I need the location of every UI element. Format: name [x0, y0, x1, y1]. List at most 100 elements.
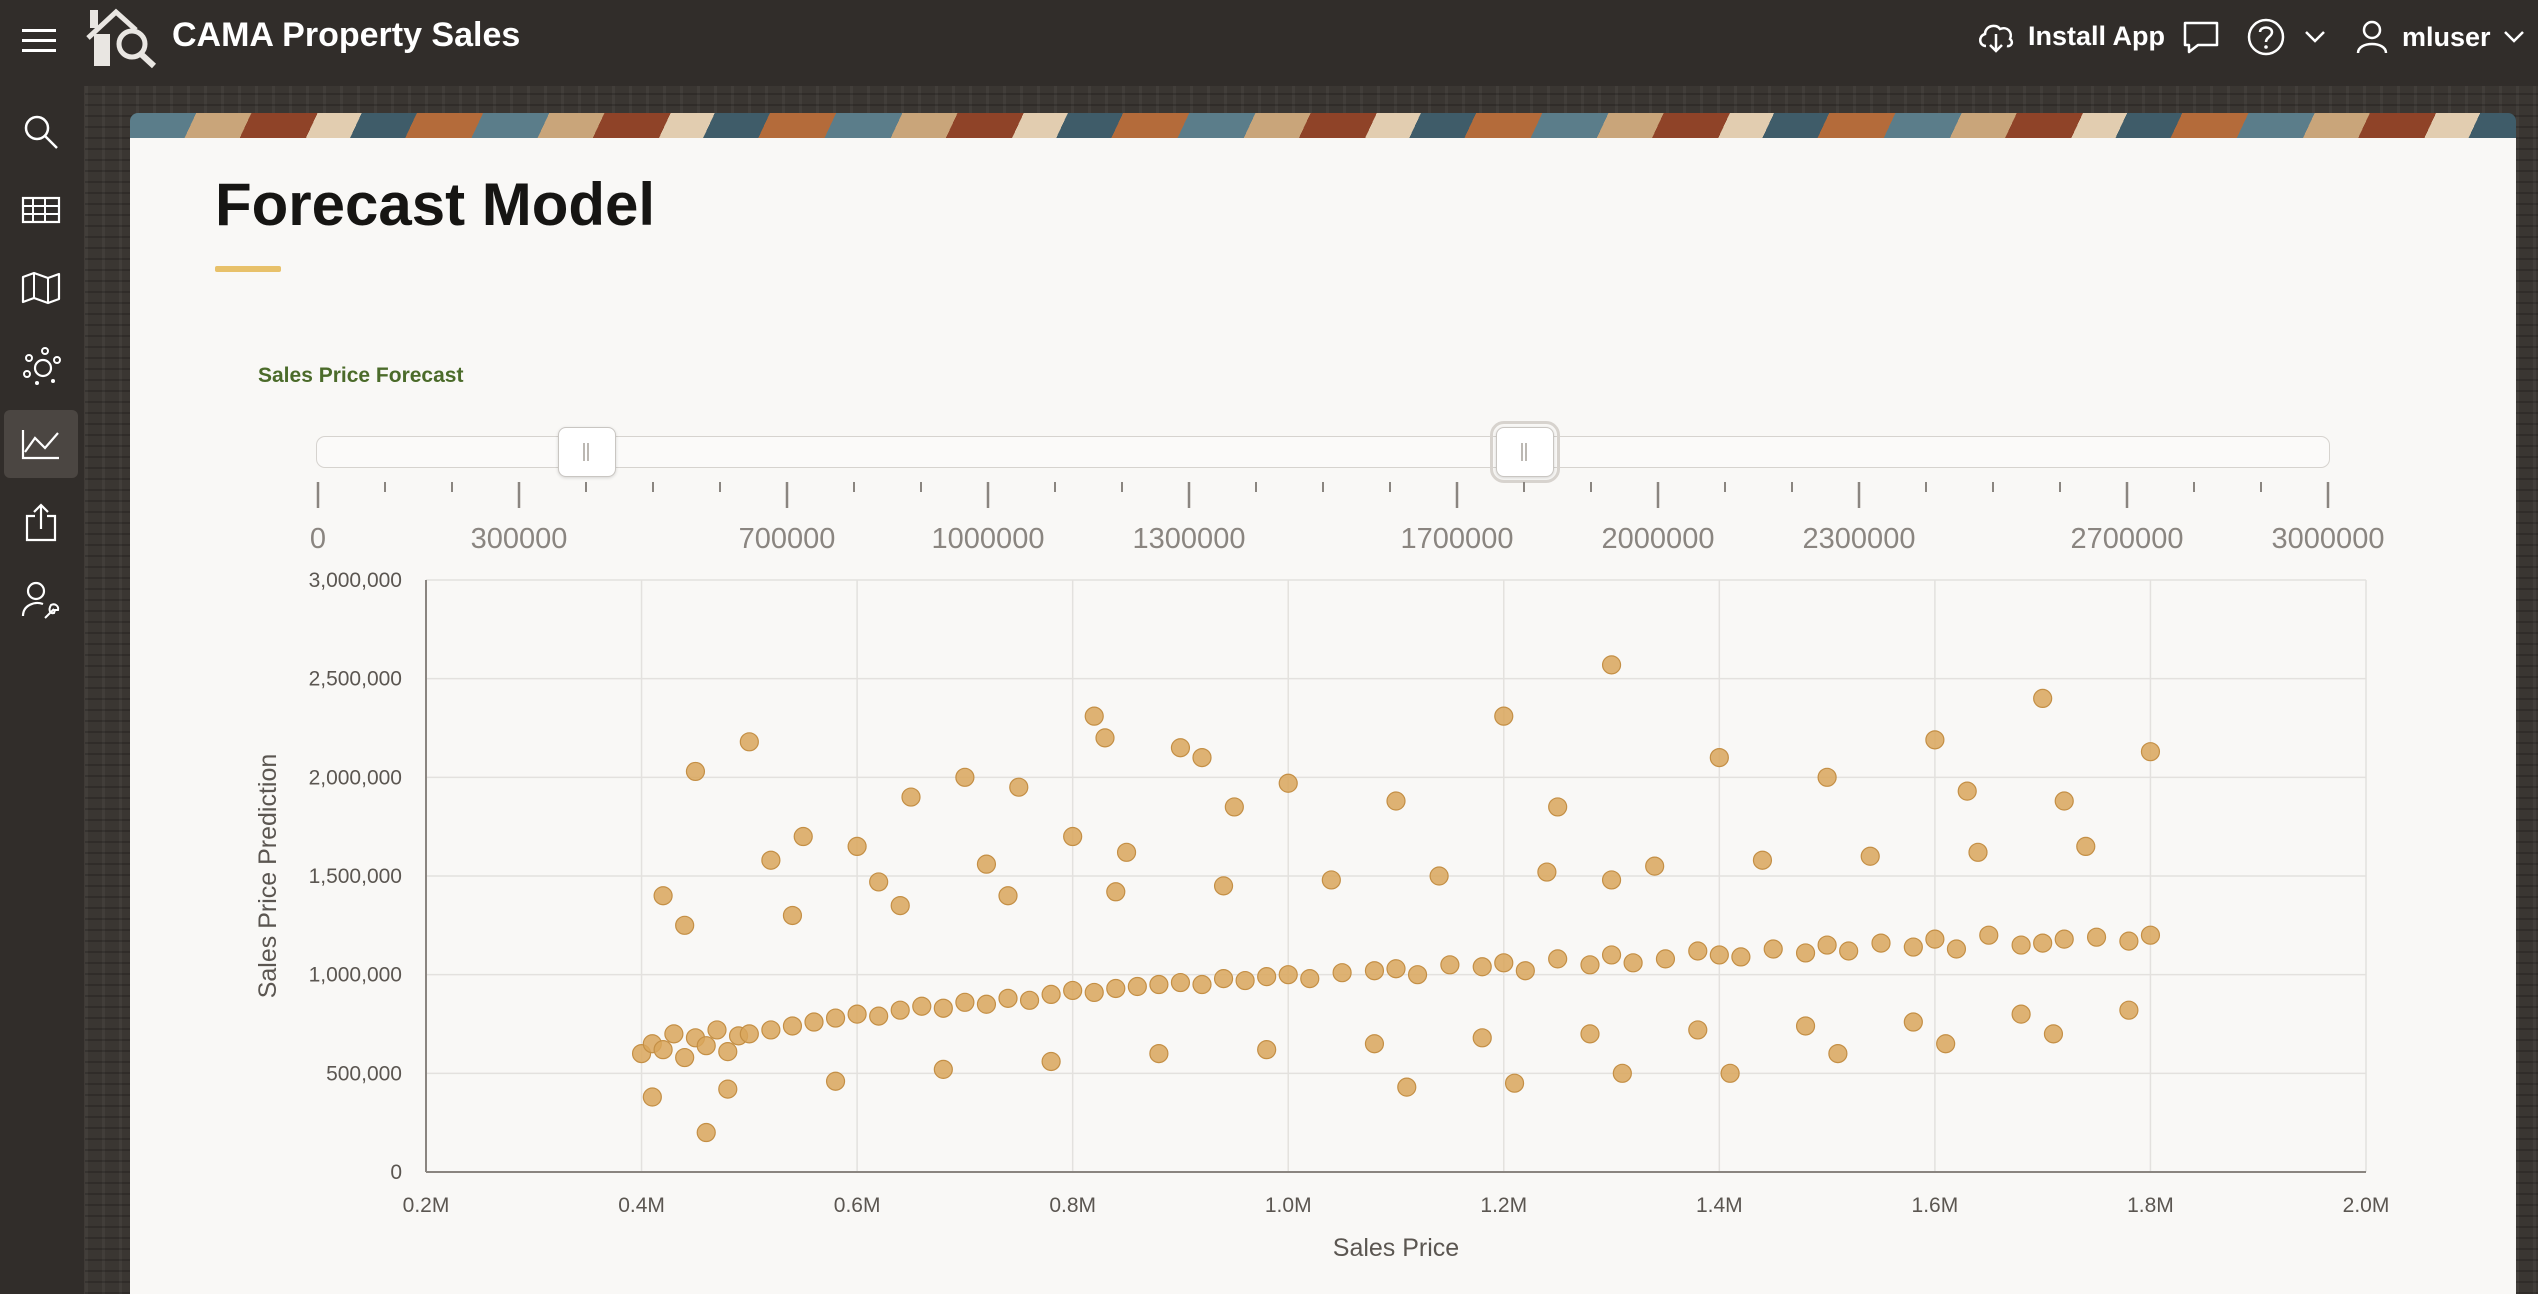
scatter-point[interactable]	[1386, 959, 1406, 979]
scatter-point[interactable]	[1019, 990, 1040, 1010]
scatter-point[interactable]	[782, 905, 803, 926]
scatter-point[interactable]	[901, 787, 921, 807]
scatter-point[interactable]	[1257, 1040, 1277, 1060]
scatter-point[interactable]	[642, 1087, 662, 1107]
scatter-point[interactable]	[1752, 850, 1773, 870]
nav-item-admin[interactable]	[4, 566, 78, 634]
scatter-point[interactable]	[1106, 978, 1126, 999]
nav-item-cluster[interactable]	[4, 332, 78, 400]
scatter-point[interactable]	[976, 854, 997, 874]
scatter-point[interactable]	[2140, 742, 2161, 762]
scatter-point[interactable]	[739, 732, 759, 752]
scatter-point[interactable]	[1386, 791, 1406, 811]
scatter-point[interactable]	[1149, 974, 1169, 995]
scatter-point[interactable]	[1839, 941, 1859, 961]
scatter-point[interactable]	[933, 998, 953, 1018]
scatter-point[interactable]	[1192, 747, 1212, 768]
nav-item-map[interactable]	[4, 254, 78, 322]
scatter-point[interactable]	[664, 1024, 684, 1044]
scatter-point[interactable]	[1537, 862, 1557, 882]
scatter-point[interactable]	[847, 836, 867, 857]
scatter-point[interactable]	[933, 1059, 953, 1079]
scatter-point[interactable]	[1009, 777, 1029, 797]
scatter-point[interactable]	[2011, 935, 2031, 955]
scatter-point[interactable]	[1407, 965, 1428, 985]
scatter-point[interactable]	[1063, 826, 1083, 847]
scatter-point[interactable]	[955, 992, 975, 1012]
scatter-point[interactable]	[696, 1122, 716, 1143]
scatter-point[interactable]	[1472, 957, 1492, 977]
scatter-point[interactable]	[869, 1006, 889, 1026]
scatter-point[interactable]	[825, 1071, 846, 1091]
scatter-point[interactable]	[1084, 706, 1104, 726]
scatter-point[interactable]	[1645, 856, 1665, 876]
scatter-point[interactable]	[1095, 728, 1115, 748]
scatter-point[interactable]	[1364, 1034, 1385, 1054]
scatter-point[interactable]	[761, 1020, 781, 1040]
scatter-point[interactable]	[653, 886, 673, 906]
scatter-point[interactable]	[696, 1036, 716, 1056]
scatter-point[interactable]	[1494, 953, 1514, 973]
scatter-point[interactable]	[1623, 953, 1643, 973]
scatter-point[interactable]	[1817, 767, 1837, 787]
scatter-point[interactable]	[1968, 842, 1988, 862]
app-title[interactable]: CAMA Property Sales	[172, 16, 521, 54]
hamburger-icon[interactable]	[20, 22, 58, 60]
nav-item-table[interactable]	[4, 176, 78, 244]
house-search-logo-icon[interactable]	[82, 4, 160, 70]
scatter-point[interactable]	[1763, 939, 1783, 959]
scatter-point[interactable]	[1332, 963, 1352, 983]
scatter-point[interactable]	[2011, 1004, 2031, 1024]
scatter-point[interactable]	[2033, 688, 2053, 709]
scatter-point[interactable]	[1731, 947, 1751, 967]
scatter-point[interactable]	[1548, 797, 1568, 817]
scatter-point[interactable]	[1925, 929, 1945, 949]
scatter-point[interactable]	[804, 1012, 824, 1032]
scatter-point[interactable]	[1903, 937, 1923, 957]
scatter-point[interactable]	[2140, 925, 2161, 945]
scatter-point[interactable]	[1817, 935, 1837, 955]
scatter-point[interactable]	[2054, 791, 2074, 811]
scatter-point[interactable]	[1871, 933, 1891, 953]
scatter-point[interactable]	[653, 1040, 673, 1060]
scatter-point[interactable]	[825, 1008, 846, 1028]
scatter-point[interactable]	[1300, 969, 1320, 989]
scatter-point[interactable]	[739, 1024, 759, 1044]
scatter-point[interactable]	[1224, 797, 1244, 817]
scatter-point[interactable]	[2033, 933, 2053, 953]
scatter-point[interactable]	[1720, 1063, 1740, 1083]
scatter-point[interactable]	[1946, 939, 1967, 959]
nav-item-search[interactable]	[4, 98, 78, 166]
scatter-point[interactable]	[1601, 870, 1622, 890]
scatter-point[interactable]	[1364, 961, 1385, 981]
scatter-point[interactable]	[675, 1047, 695, 1068]
scatter-point[interactable]	[782, 1016, 803, 1036]
scatter-point[interactable]	[1063, 980, 1083, 1001]
scatter-point[interactable]	[1504, 1073, 1525, 1093]
range-slider-handle-low[interactable]	[558, 427, 616, 477]
nav-item-forecast[interactable]	[4, 410, 78, 478]
scatter-point[interactable]	[976, 994, 997, 1014]
scatter-point[interactable]	[1828, 1043, 1848, 1064]
scatter-point[interactable]	[1257, 967, 1277, 987]
scatter-point[interactable]	[1903, 1012, 1923, 1032]
scatter-point[interactable]	[1709, 945, 1729, 965]
scatter-point[interactable]	[1278, 965, 1298, 985]
scatter-point[interactable]	[1429, 866, 1449, 886]
scatter-point[interactable]	[2076, 836, 2096, 857]
scatter-point[interactable]	[2119, 1000, 2139, 1020]
scatter-point[interactable]	[1472, 1028, 1492, 1048]
scatter-point[interactable]	[685, 761, 706, 782]
scatter-point[interactable]	[1612, 1063, 1632, 1083]
scatter-point[interactable]	[1580, 1024, 1600, 1044]
scatter-point[interactable]	[1795, 1016, 1816, 1036]
scatter-point[interactable]	[1127, 976, 1147, 997]
scatter-point[interactable]	[890, 895, 910, 916]
scatter-point[interactable]	[998, 886, 1018, 906]
scatter-point[interactable]	[1170, 738, 1191, 758]
scatter-point[interactable]	[1192, 974, 1212, 995]
scatter-point[interactable]	[2043, 1024, 2064, 1044]
scatter-point[interactable]	[847, 1004, 867, 1024]
scatter-point[interactable]	[869, 872, 889, 892]
scatter-point[interactable]	[955, 767, 975, 787]
